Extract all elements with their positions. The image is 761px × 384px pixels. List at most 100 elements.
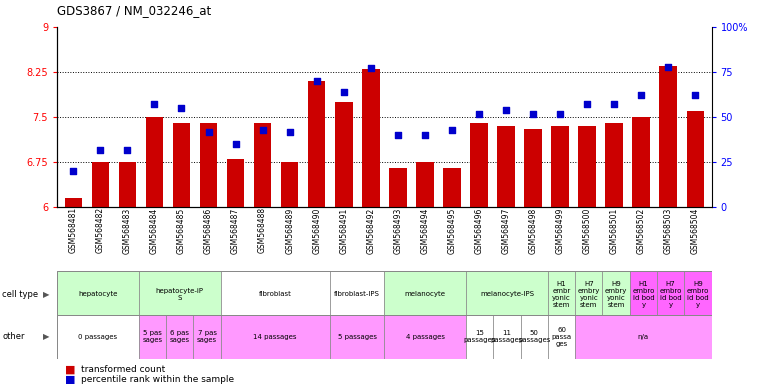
Bar xyxy=(389,168,406,207)
Bar xyxy=(145,117,163,207)
Point xyxy=(446,127,458,133)
Text: GSM568488: GSM568488 xyxy=(258,207,267,253)
Text: H7
embro
id bod
y: H7 embro id bod y xyxy=(660,281,682,308)
Point xyxy=(608,101,620,108)
Text: GSM568498: GSM568498 xyxy=(529,207,537,253)
Text: GSM568489: GSM568489 xyxy=(285,207,295,253)
Text: GSM568495: GSM568495 xyxy=(447,207,457,254)
Bar xyxy=(603,271,630,317)
Bar xyxy=(632,117,650,207)
Bar xyxy=(548,271,575,317)
Text: melanocyte: melanocyte xyxy=(405,291,446,297)
Text: GSM568499: GSM568499 xyxy=(556,207,565,254)
Bar xyxy=(384,315,466,359)
Bar xyxy=(199,123,218,207)
Text: hepatocyte-iP
S: hepatocyte-iP S xyxy=(156,288,204,301)
Text: GSM568497: GSM568497 xyxy=(501,207,511,254)
Text: GSM568502: GSM568502 xyxy=(637,207,646,253)
Text: H7
embry
yonic
stem: H7 embry yonic stem xyxy=(578,281,600,308)
Bar xyxy=(330,315,384,359)
Bar xyxy=(254,123,272,207)
Point xyxy=(338,89,350,95)
Point xyxy=(500,107,512,113)
Text: GSM568487: GSM568487 xyxy=(231,207,240,253)
Text: 7 pas
sages: 7 pas sages xyxy=(197,331,217,343)
Text: GSM568494: GSM568494 xyxy=(420,207,429,254)
Bar xyxy=(606,123,623,207)
Point xyxy=(202,129,215,135)
Bar xyxy=(660,66,677,207)
Bar xyxy=(335,102,352,207)
Text: GSM568504: GSM568504 xyxy=(691,207,700,254)
Text: melanocyte-IPS: melanocyte-IPS xyxy=(480,291,534,297)
Text: GSM568482: GSM568482 xyxy=(96,207,105,253)
Point xyxy=(662,63,674,70)
Bar xyxy=(657,271,684,317)
Text: GSM568490: GSM568490 xyxy=(312,207,321,254)
Point xyxy=(419,132,431,138)
Text: 14 passages: 14 passages xyxy=(253,334,297,340)
Point xyxy=(230,141,242,147)
Text: 4 passages: 4 passages xyxy=(406,334,444,340)
Bar xyxy=(684,271,712,317)
Bar xyxy=(221,315,330,359)
Text: GSM568486: GSM568486 xyxy=(204,207,213,253)
Bar xyxy=(173,123,190,207)
Bar xyxy=(166,315,193,359)
Bar xyxy=(362,69,380,207)
Text: n/a: n/a xyxy=(638,334,649,340)
Point xyxy=(527,111,539,117)
Point xyxy=(392,132,404,138)
Bar xyxy=(630,271,657,317)
Text: H1
embr
yonic
stem: H1 embr yonic stem xyxy=(552,281,571,308)
Bar xyxy=(308,81,326,207)
Point xyxy=(148,101,161,108)
Point xyxy=(256,127,269,133)
Text: 6 pas
sages: 6 pas sages xyxy=(170,331,189,343)
Point xyxy=(365,65,377,71)
Text: GDS3867 / NM_032246_at: GDS3867 / NM_032246_at xyxy=(57,4,212,17)
Text: H9
embry
yonic
stem: H9 embry yonic stem xyxy=(605,281,627,308)
Text: 0 passages: 0 passages xyxy=(78,334,117,340)
Bar xyxy=(575,271,603,317)
Text: H1
embro
id bod
y: H1 embro id bod y xyxy=(632,281,654,308)
Text: GSM568483: GSM568483 xyxy=(123,207,132,253)
Text: GSM568501: GSM568501 xyxy=(610,207,619,253)
Text: GSM568485: GSM568485 xyxy=(177,207,186,253)
Point xyxy=(635,93,648,99)
Text: ■: ■ xyxy=(65,374,75,384)
Text: GSM568493: GSM568493 xyxy=(393,207,403,254)
Bar xyxy=(686,111,704,207)
Text: hepatocyte: hepatocyte xyxy=(78,291,118,297)
Bar xyxy=(524,129,542,207)
Text: ▶: ▶ xyxy=(43,333,50,341)
Bar xyxy=(470,123,488,207)
Bar xyxy=(65,198,82,207)
Bar xyxy=(221,271,330,317)
Text: GSM568484: GSM568484 xyxy=(150,207,159,253)
Text: transformed count: transformed count xyxy=(81,365,166,374)
Bar xyxy=(330,271,384,317)
Point xyxy=(284,129,296,135)
Bar xyxy=(521,315,548,359)
Point xyxy=(689,93,702,99)
Text: cell type: cell type xyxy=(2,290,38,299)
Text: GSM568503: GSM568503 xyxy=(664,207,673,254)
Text: GSM568496: GSM568496 xyxy=(474,207,483,254)
Bar xyxy=(91,162,109,207)
Point xyxy=(581,101,594,108)
Text: GSM568481: GSM568481 xyxy=(68,207,78,253)
Text: fibroblast: fibroblast xyxy=(259,291,291,297)
Text: ■: ■ xyxy=(65,364,75,374)
Bar xyxy=(493,315,521,359)
Bar xyxy=(384,271,466,317)
Point xyxy=(121,147,133,153)
Bar xyxy=(497,126,514,207)
Text: 11
passages: 11 passages xyxy=(491,331,524,343)
Text: other: other xyxy=(2,333,25,341)
Bar xyxy=(575,315,712,359)
Text: 5 pas
sages: 5 pas sages xyxy=(142,331,163,343)
Bar xyxy=(551,126,569,207)
Text: 50
passages: 50 passages xyxy=(518,331,550,343)
Bar xyxy=(548,315,575,359)
